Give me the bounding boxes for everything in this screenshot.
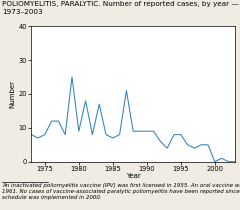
X-axis label: Year: Year [126, 173, 141, 179]
Y-axis label: Number: Number [10, 80, 16, 108]
Text: An inactivated poliomyelitis vaccine (IPV) was first licensed in 1955. An oral v: An inactivated poliomyelitis vaccine (IP… [2, 183, 240, 200]
Text: POLIOMYELITIS, PARALYTIC. Number of reported cases, by year — United States,
197: POLIOMYELITIS, PARALYTIC. Number of repo… [2, 1, 240, 14]
